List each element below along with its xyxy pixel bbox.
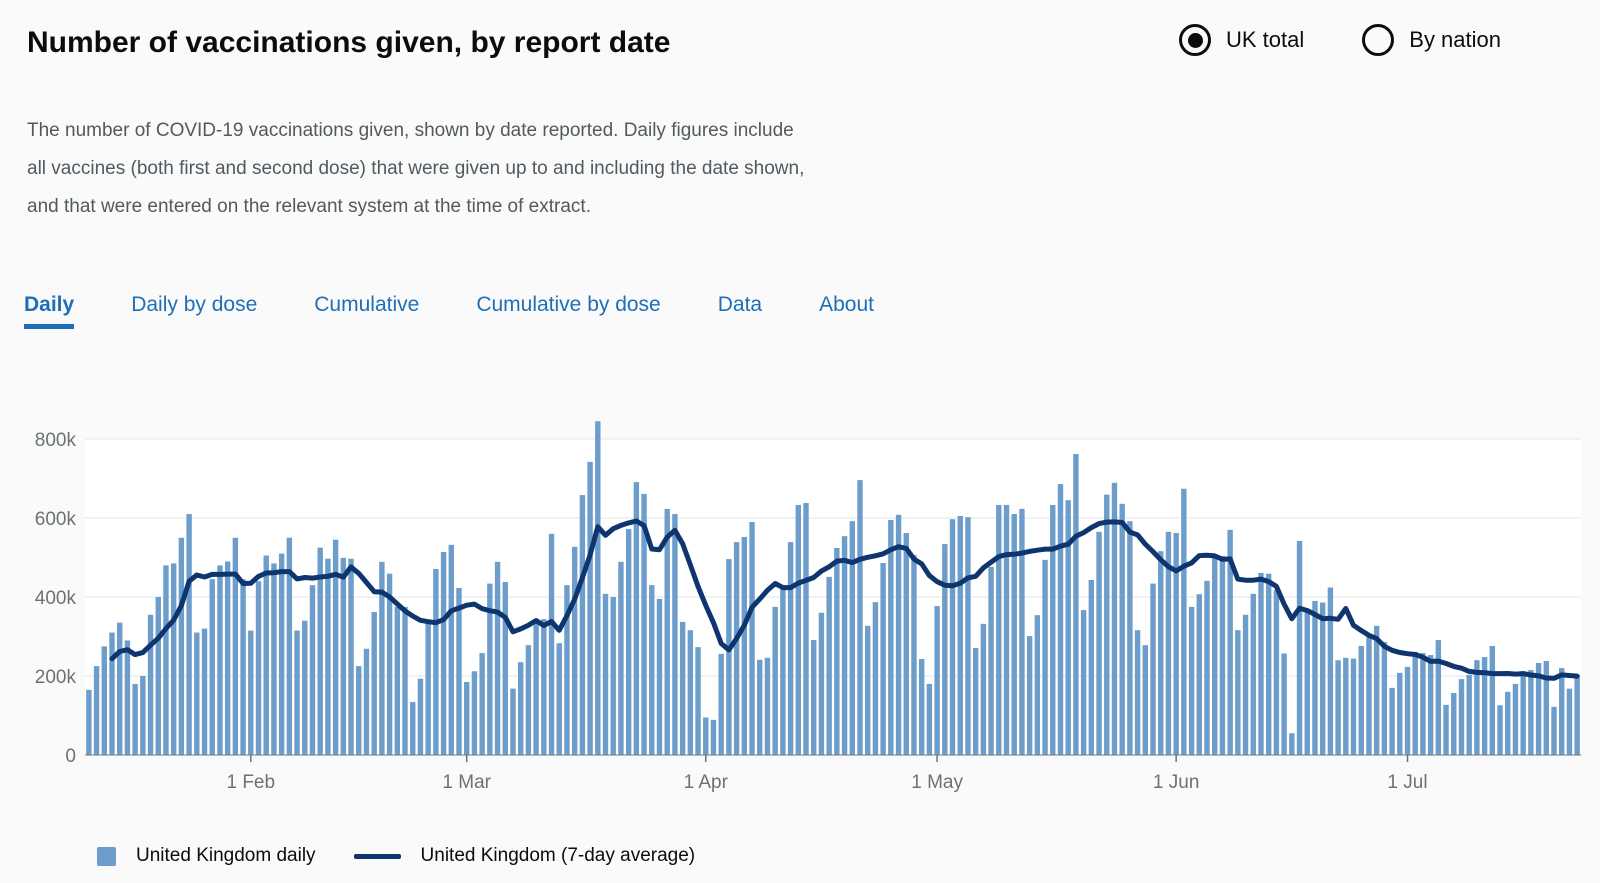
svg-text:1 Mar: 1 Mar bbox=[442, 772, 491, 793]
average-series-line-icon bbox=[353, 853, 401, 859]
tab-data[interactable]: Data bbox=[718, 293, 762, 329]
radio-uk-total[interactable]: UK total bbox=[1179, 24, 1304, 56]
svg-text:1 Feb: 1 Feb bbox=[226, 772, 275, 793]
svg-text:800k: 800k bbox=[35, 430, 77, 451]
radio-selected-icon[interactable] bbox=[1179, 24, 1211, 56]
radio-by-nation[interactable]: By nation bbox=[1362, 24, 1501, 56]
radio-uk-total-label: UK total bbox=[1226, 27, 1305, 52]
daily-series-swatch-icon bbox=[97, 846, 116, 866]
svg-text:1 Jun: 1 Jun bbox=[1153, 772, 1199, 793]
tab-about[interactable]: About bbox=[819, 293, 874, 329]
tab-cumulative-by-dose[interactable]: Cumulative by dose bbox=[476, 293, 660, 329]
daily-series-label: United Kingdom daily bbox=[136, 845, 316, 866]
chart-description: The number of COVID-19 vaccinations give… bbox=[27, 120, 805, 217]
chart-canvas[interactable]: 0 200k 400k 600k 800k 1 Feb 1 Mar 1 Apr 1 May 1 J… bbox=[0, 380, 1600, 803]
radio-by-nation-label: By nation bbox=[1409, 27, 1501, 52]
tab-cumulative[interactable]: Cumulative bbox=[314, 293, 419, 329]
tab-daily[interactable]: Daily bbox=[24, 293, 75, 329]
chart-legend: United Kingdom daily United Kingdom (7-d… bbox=[97, 845, 713, 867]
average-series-label: United Kingdom (7-day average) bbox=[420, 845, 696, 866]
tab-daily-by-dose[interactable]: Daily by dose bbox=[131, 293, 257, 329]
svg-text:1 Jul: 1 Jul bbox=[1387, 772, 1427, 793]
daily-bars[interactable] bbox=[86, 421, 1580, 756]
svg-text:1 May: 1 May bbox=[911, 772, 963, 793]
chart-tabs: Daily Daily by dose Cumulative Cumulativ… bbox=[24, 293, 874, 329]
page-title: Number of vaccinations given, by report … bbox=[27, 26, 671, 59]
svg-text:400k: 400k bbox=[35, 588, 77, 609]
svg-text:1 Apr: 1 Apr bbox=[684, 772, 729, 793]
svg-text:200k: 200k bbox=[35, 667, 77, 688]
radio-unselected-icon[interactable] bbox=[1362, 24, 1395, 56]
chart-scope-radio-group: UK total By nation bbox=[1179, 24, 1501, 56]
x-axis-labels: 1 Feb 1 Mar 1 Apr 1 May 1 Jun 1 Jul bbox=[226, 755, 1428, 793]
svg-text:0: 0 bbox=[65, 746, 76, 767]
svg-text:600k: 600k bbox=[35, 509, 77, 530]
y-axis-labels: 0 200k 400k 600k 800k bbox=[35, 430, 77, 767]
seven-day-average-line bbox=[109, 518, 1580, 681]
vaccinations-chart[interactable]: 0 200k 400k 600k 800k 1 Feb 1 Mar 1 Apr 1 May 1 J… bbox=[0, 380, 1600, 803]
